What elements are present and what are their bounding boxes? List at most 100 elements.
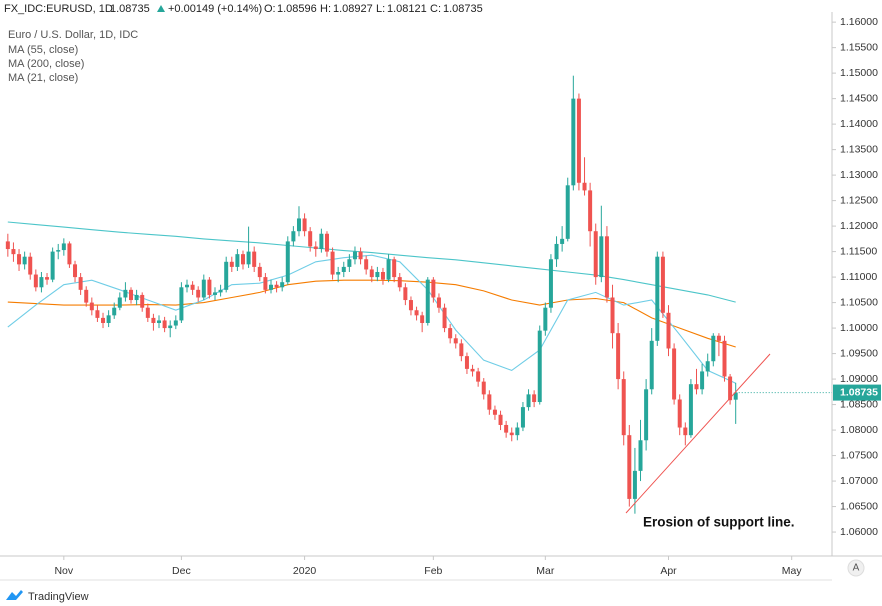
- candle-body: [425, 279, 430, 323]
- candle-body: [291, 231, 296, 242]
- candle-body: [5, 241, 10, 250]
- candle-body: [610, 297, 615, 334]
- candle-body: [162, 320, 167, 329]
- annotation: Erosion of support line.: [643, 515, 795, 530]
- candle-body: [582, 182, 587, 191]
- candle-body: [520, 407, 525, 428]
- candle-body: [263, 277, 268, 290]
- candle-body: [453, 338, 458, 344]
- candle-body: [604, 236, 609, 298]
- candle-body: [123, 289, 128, 298]
- high-label: H:: [320, 3, 331, 15]
- y-tick-label: 1.14500: [840, 92, 878, 104]
- candle-body: [207, 279, 212, 295]
- button-label[interactable]: A: [853, 563, 860, 574]
- support-line: [625, 353, 771, 514]
- candle-body: [632, 470, 637, 499]
- candle-body: [56, 250, 61, 252]
- y-tick-label: 1.13000: [840, 169, 878, 181]
- candle-body: [17, 254, 22, 265]
- candle-body: [157, 320, 162, 323]
- candle-body: [252, 251, 257, 267]
- x-tick-label: 2020: [293, 565, 317, 577]
- button-circle[interactable]: [847, 559, 865, 577]
- y-tick-label: 1.11000: [840, 271, 877, 283]
- candle-body: [616, 333, 621, 380]
- candle-body: [621, 379, 626, 436]
- x-tick-label: Dec: [172, 565, 191, 577]
- candle-body: [431, 279, 436, 298]
- y-tick-label: 1.06500: [840, 500, 878, 512]
- candle-body: [476, 371, 481, 382]
- candle-body: [644, 389, 649, 441]
- candle-body: [722, 340, 727, 377]
- candle-body: [268, 284, 273, 290]
- y-tick-label: 1.10500: [840, 296, 878, 308]
- candle-body: [655, 256, 660, 341]
- candle-body: [470, 368, 475, 372]
- candle-body: [694, 384, 699, 390]
- candle-body: [436, 297, 441, 308]
- candle-body: [492, 409, 497, 415]
- y-tick-label: 1.11500: [840, 245, 877, 257]
- brand: TradingView: [28, 591, 89, 603]
- last-price: 1.08735: [110, 3, 150, 15]
- candle-body: [218, 289, 223, 293]
- candle-body: [50, 251, 55, 280]
- candle-body: [548, 259, 553, 308]
- y-tick-label: 1.16000: [840, 16, 878, 28]
- last-price-label: 1.08735: [840, 386, 878, 398]
- candle-body: [173, 320, 178, 326]
- candle-body: [554, 243, 559, 260]
- change: +0.00149 (+0.14%): [168, 3, 262, 15]
- candle-body: [700, 371, 705, 390]
- candle-body: [481, 381, 486, 395]
- candle-body: [705, 361, 710, 372]
- candle-body: [112, 307, 117, 316]
- candle-body: [733, 392, 738, 400]
- candle-body: [134, 294, 139, 301]
- x-tick-label: Mar: [536, 565, 555, 577]
- candle-body: [459, 343, 464, 357]
- y-tick-label: 1.09500: [840, 347, 878, 359]
- low-label: L:: [376, 3, 385, 15]
- y-tick-label: 1.07500: [840, 449, 878, 461]
- candle-body: [33, 274, 38, 288]
- moving-average: [7, 221, 736, 303]
- candle-body: [571, 98, 576, 186]
- open-label: O:: [264, 3, 276, 15]
- candle-body: [229, 261, 234, 267]
- candle-body: [140, 294, 145, 308]
- candle-body: [168, 325, 173, 329]
- candle-body: [11, 249, 16, 255]
- y-tick-label: 1.09000: [840, 373, 878, 385]
- candle-body: [420, 315, 425, 323]
- candle-body: [677, 399, 682, 428]
- candle-body: [319, 233, 324, 250]
- y-tick-label: 1.08000: [840, 424, 878, 436]
- candle-body: [106, 315, 111, 323]
- candle-body: [464, 356, 469, 369]
- x-tick-label: Apr: [660, 565, 677, 577]
- candle-body: [392, 259, 397, 278]
- candle-body: [201, 279, 206, 298]
- candle-body: [487, 394, 492, 410]
- x-tick-label: May: [782, 565, 803, 577]
- candle-body: [509, 432, 514, 436]
- candle-body: [576, 98, 581, 183]
- candle-body: [313, 246, 318, 250]
- candle-body: [185, 284, 190, 288]
- candle-body: [358, 251, 363, 260]
- candle-body: [498, 414, 503, 425]
- candle-body: [347, 259, 352, 267]
- candle-body: [369, 269, 374, 278]
- candle-body: [61, 243, 66, 251]
- candle-body: [403, 287, 408, 301]
- candle-body: [280, 282, 285, 288]
- candle-body: [408, 300, 413, 311]
- candle-body: [341, 266, 346, 272]
- y-tick-label: 1.15500: [840, 41, 878, 53]
- auto-scale-button[interactable]: A: [847, 559, 865, 577]
- candle-body: [78, 277, 83, 290]
